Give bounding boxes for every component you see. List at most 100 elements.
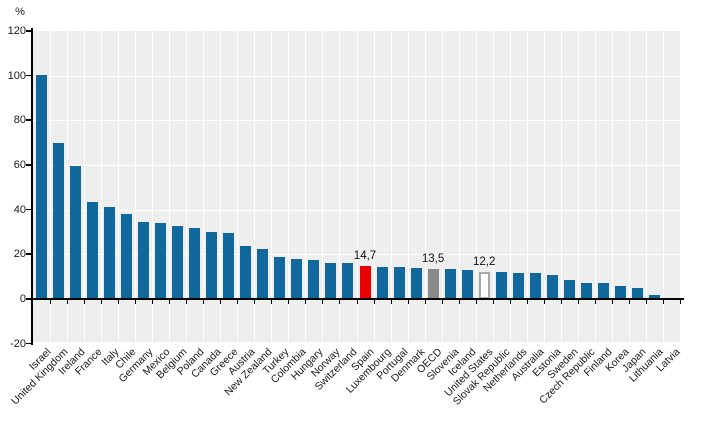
v-gridline <box>407 31 409 342</box>
bar-korea <box>614 286 626 299</box>
x-tick <box>50 300 52 304</box>
bar-value-label: 14,7 <box>353 250 377 263</box>
bar-czech-republic <box>580 282 592 299</box>
bar-lithuania <box>648 294 660 299</box>
x-tick <box>475 300 477 304</box>
y-tick-label: 80 <box>13 114 26 127</box>
x-tick <box>356 300 358 304</box>
y-tick-label: 100 <box>7 69 26 82</box>
x-tick <box>509 300 511 304</box>
bar-united-states <box>478 271 490 299</box>
x-tick <box>662 300 664 304</box>
v-gridline <box>475 31 477 342</box>
x-tick <box>135 300 137 304</box>
x-tick <box>526 300 528 304</box>
x-tick <box>645 300 647 304</box>
bar-austria <box>240 245 252 299</box>
v-gridline <box>509 31 511 342</box>
y-tick <box>26 253 31 255</box>
bar-value-label: 13,5 <box>421 252 445 265</box>
bar-value-label: 12,2 <box>472 255 496 268</box>
y-axis-unit-label: % <box>15 6 25 18</box>
bar-denmark <box>410 267 422 299</box>
x-tick <box>84 300 86 304</box>
y-tick-label: 60 <box>13 159 26 171</box>
bar-oecd <box>427 268 439 299</box>
y-tick-label: 20 <box>13 248 26 261</box>
x-tick <box>305 300 307 304</box>
v-gridline <box>526 31 528 342</box>
y-tick-label: 40 <box>13 203 26 216</box>
v-gridline <box>118 31 120 342</box>
bar-netherlands <box>512 272 524 299</box>
bar-luxembourg <box>376 267 388 299</box>
x-tick <box>628 300 630 304</box>
bar-france <box>87 202 99 299</box>
v-gridline <box>424 31 426 342</box>
bar-slovak-republic <box>495 271 507 299</box>
y-tick <box>26 342 31 345</box>
v-gridline <box>152 31 154 342</box>
v-gridline <box>390 31 392 342</box>
x-tick <box>271 300 273 304</box>
x-tick <box>186 300 188 304</box>
x-tick <box>441 300 443 304</box>
v-gridline <box>271 31 273 342</box>
bar-united-kingdom <box>53 142 65 299</box>
y-tick-label: 0 <box>19 293 26 305</box>
y-tick <box>26 164 31 166</box>
bar-chile <box>121 214 133 299</box>
y-tick <box>26 298 31 300</box>
bar-canada <box>206 231 218 299</box>
bar-sweden <box>563 280 575 299</box>
bar-belgium <box>172 225 184 299</box>
v-gridline <box>305 31 307 342</box>
x-tick <box>254 300 256 304</box>
y-axis-line <box>31 28 33 345</box>
bar-greece <box>223 233 235 299</box>
x-tick <box>492 300 494 304</box>
v-gridline <box>662 31 664 342</box>
y-tick-label: 120 <box>7 25 26 37</box>
x-tick <box>339 300 341 304</box>
v-gridline <box>50 31 52 342</box>
v-gridline <box>356 31 358 342</box>
x-tick <box>390 300 392 304</box>
bar-turkey <box>274 257 286 299</box>
v-gridline <box>322 31 324 342</box>
x-axis-line <box>31 298 684 300</box>
bar-new-zealand <box>257 248 269 299</box>
v-gridline <box>220 31 222 342</box>
bar-mexico <box>155 222 167 299</box>
v-gridline <box>169 31 171 342</box>
x-tick <box>169 300 171 304</box>
bar-poland <box>189 227 201 299</box>
bar-italy <box>104 206 116 299</box>
x-tick <box>611 300 613 304</box>
v-gridline <box>543 31 545 342</box>
bar-spain <box>359 266 371 299</box>
y-tick <box>26 30 31 32</box>
v-gridline <box>441 31 443 342</box>
bar-switzerland <box>342 263 354 299</box>
x-tick <box>560 300 562 304</box>
bar-norway <box>325 263 337 299</box>
x-tick <box>594 300 596 304</box>
y-tick-label: -20 <box>10 337 26 350</box>
y-tick <box>26 119 31 121</box>
bar-estonia <box>546 275 558 299</box>
bar-australia <box>529 272 541 299</box>
v-gridline <box>67 31 69 342</box>
bar-portugal <box>393 267 405 299</box>
v-gridline <box>237 31 239 342</box>
v-gridline <box>611 31 613 342</box>
y-tick <box>26 208 31 211</box>
v-gridline <box>560 31 562 342</box>
x-tick <box>407 300 409 304</box>
x-tick <box>543 300 545 304</box>
v-gridline <box>254 31 256 342</box>
v-gridline <box>84 31 86 342</box>
x-tick <box>322 300 324 304</box>
v-gridline <box>186 31 188 342</box>
v-gridline <box>135 31 137 342</box>
